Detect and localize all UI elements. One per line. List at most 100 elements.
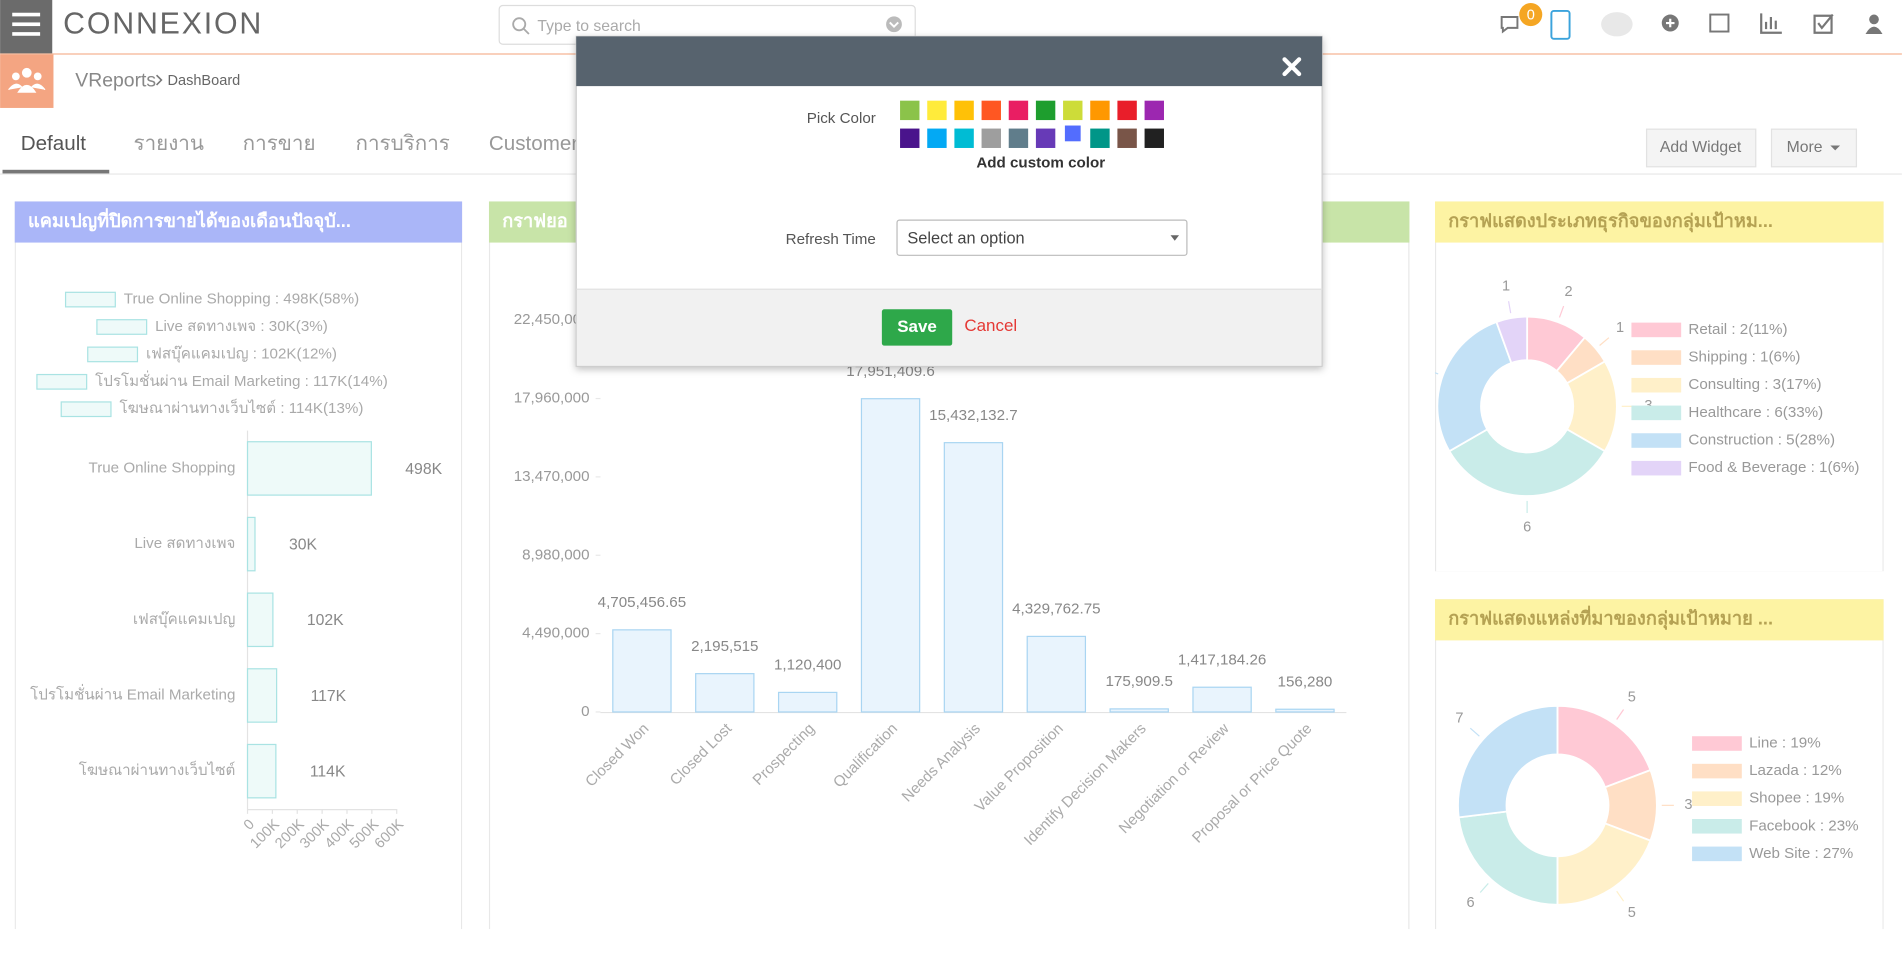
color-swatch[interactable]: [1090, 100, 1110, 121]
save-button[interactable]: [881, 309, 953, 346]
more-button[interactable]: [1770, 128, 1858, 168]
search-icon-handle: [523, 28, 530, 35]
tab[interactable]: Customer: [489, 132, 578, 155]
pick-color-label: Pick Color: [807, 110, 876, 127]
value-label: 15,432,132.7: [929, 407, 1018, 424]
donut-segment: [1495, 315, 1529, 365]
color-swatch[interactable]: [1063, 100, 1083, 121]
people-icon-body: [8, 83, 46, 93]
y-tick-label: 13,470,000: [514, 468, 590, 485]
add-widget-button[interactable]: [1645, 128, 1757, 168]
chat-icon[interactable]: [1500, 16, 1519, 34]
bar: [246, 668, 278, 723]
people-icon: [11, 72, 20, 81]
legend-swatch: [96, 319, 148, 335]
save-label[interactable]: Save: [897, 317, 937, 336]
bar: [246, 516, 256, 572]
breadcrumb-separator: [156, 74, 163, 86]
user-icon-head[interactable]: [1869, 14, 1879, 25]
color-swatch[interactable]: [1008, 128, 1029, 148]
category-label: โฆษณาผ่านทางเว็บไซต์: [79, 760, 236, 779]
data-label: 5: [1628, 689, 1636, 705]
leader-line: [1507, 301, 1512, 314]
modal-close[interactable]: [1282, 57, 1302, 77]
legend-label: Shopee : 19%: [1749, 790, 1844, 807]
widget: แคมเปญที่ปิดการขายได้ของเดือนปัจจุบั... T…: [14, 201, 463, 960]
people-icon: [33, 72, 42, 81]
add-widget-label[interactable]: Add Widget: [1660, 139, 1742, 156]
y-tick-label: 0: [581, 703, 589, 720]
tab[interactable]: การบริการ: [355, 132, 449, 155]
legend-label: Web Site : 27%: [1749, 845, 1853, 862]
leader-line: [1616, 890, 1625, 902]
color-swatch[interactable]: [900, 128, 920, 148]
color-swatch[interactable]: [900, 100, 920, 121]
leader-line: [1616, 709, 1625, 720]
notification-count: 0: [1527, 8, 1535, 24]
color-swatch[interactable]: [1117, 100, 1137, 121]
color-swatch[interactable]: [927, 128, 947, 148]
legend-label: Construction : 5(28%): [1688, 432, 1835, 449]
legend-swatch: [1692, 846, 1742, 862]
bar: [246, 743, 277, 799]
legend-swatch: [1631, 377, 1682, 393]
y-tick-label: 22,450,000: [514, 311, 590, 328]
calendar-icon[interactable]: [1709, 13, 1730, 33]
color-swatch[interactable]: [1035, 128, 1056, 148]
add-icon-plus: [1665, 18, 1675, 28]
legend-swatch: [60, 401, 112, 418]
color-swatch[interactable]: [1144, 100, 1164, 121]
value-label: 4,329,762.75: [1012, 601, 1101, 618]
y-tick-label: 17,960,000: [514, 390, 590, 407]
value-label: 498K: [405, 461, 442, 478]
category-label: True Online Shopping: [89, 459, 236, 476]
color-swatch[interactable]: [927, 100, 947, 121]
select-placeholder[interactable]: Select an option: [907, 229, 1024, 247]
device-icon[interactable]: [1550, 9, 1571, 40]
data-label: 2: [1565, 284, 1573, 300]
select-arrow: [1170, 235, 1180, 241]
color-swatch[interactable]: [1035, 100, 1056, 121]
leader-line: [1558, 305, 1565, 318]
donut-segment: [1457, 810, 1559, 906]
search-placeholder: Type to search: [537, 18, 640, 35]
widget-title: กราฟยอ: [502, 211, 567, 231]
color-swatch[interactable]: [1064, 125, 1081, 142]
color-swatch[interactable]: [1144, 128, 1164, 148]
add-custom-color[interactable]: Add custom color: [976, 155, 1105, 172]
task-icon[interactable]: [1813, 13, 1834, 34]
tab[interactable]: รายงาน: [134, 132, 204, 155]
breadcrumb-root[interactable]: VReports: [75, 69, 156, 91]
color-swatch[interactable]: [981, 100, 1001, 121]
report-icon[interactable]: [1760, 13, 1782, 34]
color-swatch[interactable]: [981, 128, 1001, 148]
widget: กราฟแสดงประเภทธุรกิจของกลุ่มเป้าหม...213…: [1434, 201, 1884, 572]
search-dropdown[interactable]: [886, 16, 902, 33]
legend-label: Line : 19%: [1749, 734, 1821, 751]
refresh-select[interactable]: [896, 219, 1188, 256]
y-tick-label: 8,980,000: [522, 546, 589, 563]
widget-header: [1434, 201, 1884, 243]
leader-line: [1434, 372, 1439, 375]
data-label: 3: [1684, 797, 1692, 813]
status-toggle[interactable]: [1601, 12, 1633, 37]
color-swatch[interactable]: [954, 128, 974, 148]
menu-button[interactable]: [0, 0, 53, 54]
tab[interactable]: การขาย: [243, 132, 316, 155]
tab[interactable]: Default: [21, 132, 87, 155]
color-swatch[interactable]: [1117, 128, 1137, 148]
color-swatch[interactable]: [1090, 128, 1110, 148]
donut-segment: [1448, 428, 1607, 497]
legend-label: เฟสบุ๊คแคมเปญ : 102K(12%): [146, 345, 337, 363]
color-swatch[interactable]: [954, 100, 974, 121]
color-swatch[interactable]: [1008, 100, 1029, 121]
bar: [246, 592, 274, 648]
cancel-link[interactable]: Cancel: [964, 316, 1017, 335]
section-icon-box: [0, 54, 54, 108]
bar: [695, 673, 755, 713]
more-label[interactable]: More: [1787, 139, 1823, 156]
more-caret: [1830, 145, 1841, 151]
leader-line: [1479, 883, 1489, 893]
